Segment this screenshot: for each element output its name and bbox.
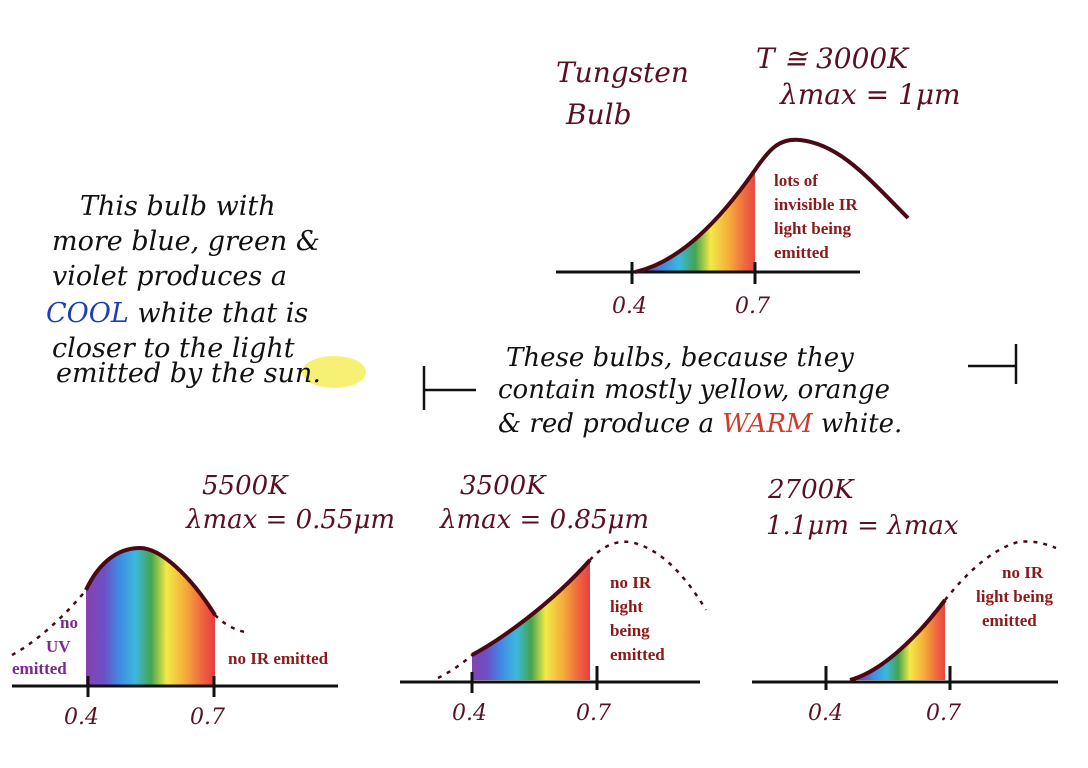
bulb-2700k-curve — [849, 598, 947, 682]
bulb-2700k-ir-note-line: light being — [976, 587, 1053, 606]
bulb-2700k-lambda-max: 1.1μm = λmax — [766, 511, 959, 541]
cool-word: COOL — [46, 298, 129, 329]
cool-note-line-4-rest: white that is — [129, 298, 308, 329]
bulb-5500k-tick-label-07: 0.7 — [190, 705, 225, 730]
bulb-3500k-tick-label-07: 0.7 — [576, 701, 611, 726]
warm-word: WARM — [722, 409, 814, 439]
bulb-5500k-uv-note-line: no — [60, 613, 78, 632]
bulb-5500k-uv-note-line: emitted — [12, 659, 67, 678]
bulb-3500k-spectrum-fill — [472, 560, 590, 680]
cool-note-line-6: emitted by the sun. — [56, 358, 321, 389]
bulb-3500k-temperature: 3500K — [460, 471, 547, 501]
bulb-3500k-ir-note-line: light — [610, 597, 643, 616]
warm-note-line: contain mostly yellow, orange — [498, 375, 890, 405]
tungsten-note-line: lots of — [774, 171, 818, 190]
cool-note-line: violet produces a — [52, 261, 287, 292]
bulb-3500k-curve-uv-tail — [437, 654, 473, 680]
bulb-3500k-curve-ir-tail — [589, 540, 708, 611]
bulb-5500k-tick-label-04: 0.4 — [64, 705, 99, 730]
tungsten-tick-label-07: 0.7 — [735, 294, 770, 319]
bulb-3500k-ir-note-line: being — [610, 621, 650, 640]
cool-note-line: closer to the light — [52, 333, 295, 364]
bulb-2700k-tick-label-07: 0.7 — [926, 701, 961, 726]
sun-word: sun. — [264, 358, 321, 389]
tungsten-title: Tungsten — [556, 56, 689, 89]
warm-note-line-3-post: white. — [813, 409, 903, 439]
bulb-5500k-uv-note-line: UV — [46, 637, 71, 656]
sun-highlight — [302, 356, 366, 388]
bulb-3500k-lambda-max: λmax = 0.85μm — [439, 505, 649, 535]
bulb-5500k-panel: 5500K λmax = 0.55μm 0.4 0.7 no UV emitte… — [11, 471, 395, 730]
tungsten-spectrum-fill — [635, 170, 755, 272]
tungsten-title-line2: Bulb — [565, 98, 632, 131]
bulb-2700k-panel: 2700K 1.1μm = λmax 0.4 0.7 no IR light b… — [752, 475, 1058, 726]
bulb-2700k-tick-label-04: 0.4 — [808, 701, 843, 726]
bulb-2700k-ir-note-line: emitted — [982, 611, 1037, 630]
bulb-5500k-spectrum-fill — [86, 548, 215, 685]
bulb-2700k-temperature: 2700K — [767, 475, 855, 505]
tungsten-temperature: T ≅ 3000K — [756, 42, 910, 75]
tungsten-lambda-max: λmax = 1μm — [779, 78, 961, 111]
tungsten-curve — [634, 137, 910, 274]
tungsten-note-line: emitted — [774, 243, 829, 262]
warm-note-line-3: & red produce a WARM white. — [498, 409, 902, 439]
bulb-3500k-curve — [471, 558, 592, 657]
bulb-3500k-ir-note-line: emitted — [610, 645, 665, 664]
bulb-5500k-curve-uv-tail — [11, 589, 87, 657]
bulb-2700k-curve-ir-tail — [944, 540, 1057, 601]
cool-white-note: This bulb with more blue, green & violet… — [46, 191, 366, 389]
warm-white-note: These bulbs, because they contain mostly… — [422, 343, 1018, 439]
tungsten-panel: Tungsten Bulb T ≅ 3000K λmax = 1μm 0.4 0… — [556, 42, 961, 319]
bulb-5500k-curve-ir-tail — [214, 614, 246, 634]
cool-note-line-6-pre: emitted by the — [56, 358, 264, 389]
warm-note-line: These bulbs, because they — [506, 343, 854, 373]
cool-note-line: This bulb with — [80, 191, 276, 222]
bulb-5500k-ir-note: no IR emitted — [228, 649, 329, 668]
bulb-2700k-ir-note-line: no IR — [1002, 563, 1044, 582]
bulb-2700k-spectrum-fill — [850, 600, 945, 680]
bulb-3500k-ir-note-line: no IR — [610, 573, 652, 592]
cool-note-line: more blue, green & — [52, 226, 320, 257]
tungsten-tick-label-04: 0.4 — [612, 294, 647, 319]
warm-note-line-3-pre: & red produce a — [498, 409, 722, 439]
tungsten-note-line: light being — [774, 219, 851, 238]
bulb-3500k-tick-label-04: 0.4 — [452, 701, 487, 726]
bulb-5500k-temperature: 5500K — [202, 471, 289, 501]
bulb-5500k-curve — [84, 545, 217, 617]
tungsten-note-line: invisible IR — [774, 195, 858, 214]
bulb-5500k-lambda-max: λmax = 0.55μm — [185, 505, 395, 535]
bulb-3500k-panel: 3500K λmax = 0.85μm 0.4 0.7 no IR light … — [400, 471, 708, 726]
cool-note-line-4: COOL white that is — [46, 298, 308, 329]
